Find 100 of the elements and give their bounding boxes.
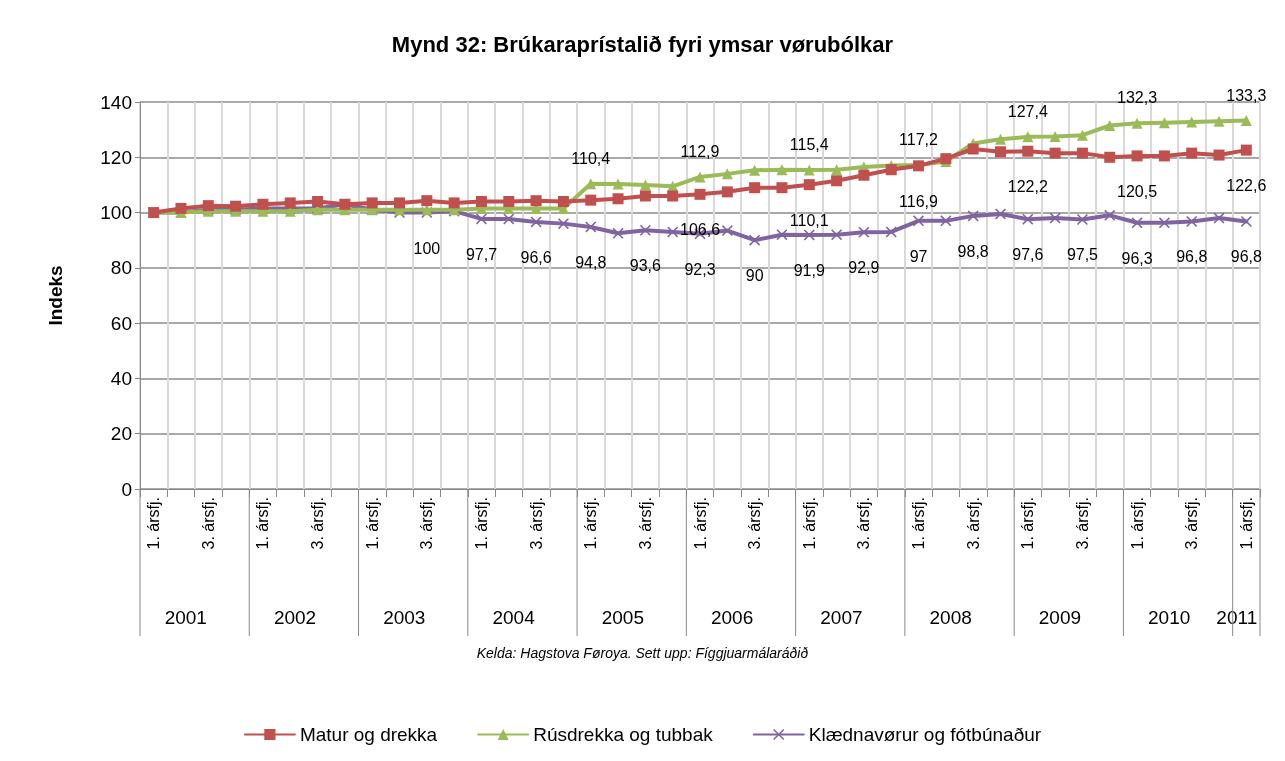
data-label: 96,8 [1176,248,1208,266]
data-label: 110,4 [571,149,611,167]
point [1049,147,1061,159]
data-label: 100 [413,239,441,257]
point [1158,217,1170,229]
x-tick-label: 3. ársfj. [746,497,764,550]
point [1022,145,1034,157]
data-label: 97,7 [465,245,498,263]
y-tick-label: 80 [110,257,132,279]
point [749,182,761,194]
point [994,146,1006,158]
point [1213,212,1225,224]
point [885,164,897,176]
x-tick-label: 1. ársfj. [691,497,709,550]
data-label: 115,4 [789,136,829,153]
point [557,218,569,230]
point [749,234,761,246]
x-tick-label: 3. ársfj. [1183,497,1201,550]
data-label: 97,5 [1066,246,1099,264]
text: 2010 [1148,607,1191,628]
x-tick-label: 1. ársfj. [363,497,381,550]
point [913,215,925,227]
data-label: 97,6 [1012,246,1044,264]
data-label: 122,2 [1007,178,1048,196]
point [530,216,542,228]
data-label: 98,8 [957,242,989,260]
point [1240,215,1252,227]
point [1158,117,1170,129]
data-label: 97 [909,247,928,265]
y-tick-label: 20 [110,423,132,445]
point [967,210,979,222]
point [1076,213,1088,225]
data-label: 132,3 [1117,89,1158,107]
point [1213,115,1225,127]
data-label: 106,6 [679,221,721,239]
text: 2002 [273,607,317,628]
point [312,196,324,208]
x-tick-label: 1. ársfj. [1128,497,1146,550]
point [749,164,761,176]
point [667,190,679,202]
x-tick-label: 3. ársfj. [855,497,873,550]
point [1049,131,1061,143]
data-label: 112,9 [680,142,720,160]
point [257,198,269,210]
x-tick-label: 3. ársfj. [527,497,545,550]
point [1022,213,1034,225]
data-label: 91,9 [793,261,825,279]
legend-label: Rúsdrekka og tubbak [533,724,714,745]
point [1131,150,1143,162]
data-label: 92,9 [848,259,880,277]
point [448,197,460,209]
point [721,168,733,180]
point [803,179,815,191]
y-tick-label: 60 [110,312,132,334]
data-label: 110,1 [789,211,829,229]
point [639,179,651,191]
point [776,164,788,176]
point [803,229,815,241]
data-label: 127,4 [1007,102,1048,120]
point [776,182,788,194]
point [721,225,733,237]
point [831,229,843,241]
point [1240,115,1252,127]
point [1076,129,1088,141]
point [394,197,406,209]
x-tick-label: 1. ársfj. [254,497,272,550]
point [1213,149,1225,161]
data-label: 93,6 [629,257,662,275]
y-tick-label: 100 [100,202,132,224]
chart-title: Mynd 32: Brúkaraprístalið fyri ymsar vørubólkar [391,31,894,57]
point [585,221,597,233]
point [1186,147,1198,159]
point [202,200,214,212]
data-label: 120,5 [1117,182,1158,200]
point [1076,147,1088,159]
x-tick-label: 1. ársfj. [910,497,928,550]
point [831,175,843,187]
text: Kelda: Hagstova Føroya. Sett upp: Fíggjuarmálaráðið [476,645,809,661]
legend-label: Matur og drekka [299,724,438,745]
point [1104,209,1116,221]
point [694,188,706,200]
text: 2005 [601,607,644,628]
point [503,213,515,225]
point [1104,151,1116,163]
x-tick-label: 3. ársfj. [418,497,436,550]
data-label: 96,8 [1230,248,1263,266]
text: 2008 [929,607,972,628]
text: 2004 [492,607,536,628]
point [475,196,487,208]
x-tick-label: 1. ársfj. [582,497,600,550]
point [940,215,952,227]
x-tick-label: 3. ársfj. [199,497,217,550]
point [639,190,651,202]
text: 2011 [1216,607,1258,628]
y-tick-label: 120 [100,146,132,168]
point [366,197,378,209]
point [639,224,651,236]
data-label: 92,3 [684,260,716,278]
point [721,186,733,198]
point [175,202,187,214]
